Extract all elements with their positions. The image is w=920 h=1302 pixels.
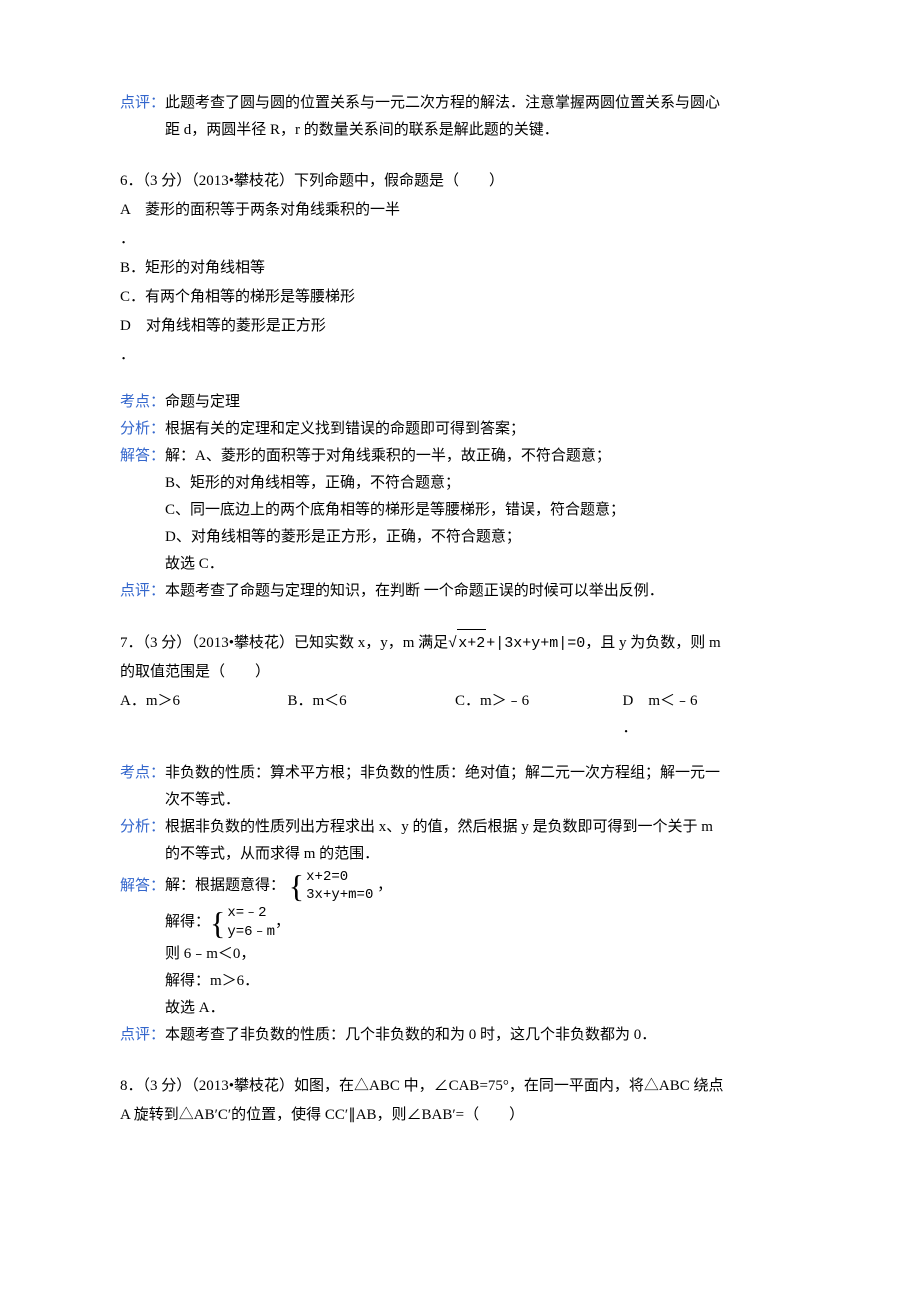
q7-sqrt-arg: x+2 bbox=[457, 629, 486, 657]
q7-fenxi-l1: 根据非负数的性质列出方程求出 x、y 的值，然后根据 y 是负数即可得到一个关于… bbox=[165, 814, 830, 841]
jieda-label-2: 解答： bbox=[120, 873, 165, 900]
q6-fenxi-row: 分析： 根据有关的定理和定义找到错误的命题即可得到答案； bbox=[120, 416, 830, 443]
fenxi-label-2: 分析： bbox=[120, 814, 165, 841]
q6-dianping-row: 点评： 本题考查了命题与定理的知识，在判断 一个命题正误的时候可以举出反例． bbox=[120, 578, 830, 605]
q6-optB: B．矩形的对角线相等 bbox=[120, 255, 830, 282]
kaodian-label: 考点： bbox=[120, 389, 165, 416]
q7-jieda-row: 解答： 解：根据题意得： { x+2=0 3x+y+m=0 ， bbox=[120, 868, 830, 904]
q6-optA-label: A bbox=[120, 202, 130, 218]
q6-header: 6．（3 分）（2013•攀枝花）下列命题中，假命题是（ ） bbox=[120, 168, 830, 195]
q7-block: 7．（3 分）（2013•攀枝花）已知实数 x，y，m 满足 x+2+|3x+y+… bbox=[120, 629, 830, 1049]
q7-jieda-l5: 故选 A． bbox=[120, 995, 830, 1022]
q5-dianping-text-2: 距 d，两圆半径 R，r 的数量关系间的联系是解此题的关键． bbox=[120, 117, 830, 144]
q7-comma1: ， bbox=[377, 878, 392, 894]
q7-kaodian-l1: 非负数的性质：算术平方根；非负数的性质：绝对值；解二元一次方程组；解一元一 bbox=[165, 760, 830, 787]
q7-header-p1: 7．（3 分）（2013•攀枝花）已知实数 x，y，m 满足 bbox=[120, 635, 448, 651]
q7-solve-pre: 解得： bbox=[165, 909, 210, 936]
q6-optA-text: 菱形的面积等于两条对角线乘积的一半 bbox=[145, 202, 400, 218]
q5-dianping-text-1: 此题考查了圆与圆的位置关系与一元二次方程的解法．注意掌握两圆位置关系与圆心 bbox=[165, 90, 830, 117]
q6-jieda-l1: 解：A、菱形的面积等于对角线乘积的一半，故正确，不符合题意； bbox=[165, 443, 830, 470]
q7-optC: C．m＞﹣6 bbox=[455, 688, 623, 742]
q7-header-p2: ，且 y 为负数，则 m bbox=[585, 635, 720, 651]
q7-jieda-eq2: 解得： { x=﹣2 y=6﹣m ， bbox=[120, 904, 830, 940]
q7-eq1-l1: x+2=0 bbox=[306, 868, 373, 886]
q6-jieda-l2: B、矩形的对角线相等，正确，不符合题意； bbox=[120, 470, 830, 497]
q6-jieda-l4: D、对角线相等的菱形是正方形，正确，不符合题意； bbox=[120, 524, 830, 551]
q7-optB: B．m＜6 bbox=[288, 688, 456, 742]
q6-optD-row: D 对角线相等的菱形是正方形 bbox=[120, 313, 830, 340]
q6-kaodian: 命题与定理 bbox=[165, 389, 830, 416]
dianping-label-3: 点评： bbox=[120, 1022, 165, 1049]
q7-options: A．m＞6 B．m＜6 C．m＞﹣6 D m＜﹣6 ． bbox=[120, 688, 830, 742]
jieda-label: 解答： bbox=[120, 443, 165, 470]
q6-jieda-l5: 故选 C． bbox=[120, 551, 830, 578]
q7-plus: + bbox=[486, 635, 495, 652]
q6-optC: C．有两个角相等的梯形是等腰梯形 bbox=[120, 284, 830, 311]
q7-abs: |3x+y+m| bbox=[495, 635, 567, 652]
q6-jieda-row: 解答： 解：A、菱形的面积等于对角线乘积的一半，故正确，不符合题意； bbox=[120, 443, 830, 470]
q7-optD-text: m＜﹣6 bbox=[648, 693, 697, 709]
q6-kaodian-row: 考点： 命题与定理 bbox=[120, 389, 830, 416]
brace-icon-2: { x=﹣2 y=6﹣m bbox=[210, 904, 275, 940]
q7-jieda-l3: 则 6﹣m＜0， bbox=[120, 941, 830, 968]
q7-optD-dot: ． bbox=[623, 715, 791, 742]
q7-fenxi-l2: 的不等式，从而求得 m 的范围． bbox=[120, 841, 830, 868]
kaodian-label-2: 考点： bbox=[120, 760, 165, 787]
q7-header-p3: 的取值范围是（ ） bbox=[120, 659, 830, 686]
sqrt-icon: x+2 bbox=[448, 629, 486, 657]
q6-jieda-l3: C、同一底边上的两个底角相等的梯形是等腰梯形，错误，符合题意； bbox=[120, 497, 830, 524]
q6-dianping: 本题考查了命题与定理的知识，在判断 一个命题正误的时候可以举出反例． bbox=[165, 578, 830, 605]
brace-icon: { x+2=0 3x+y+m=0 bbox=[289, 868, 374, 904]
q6-optD-text: 对角线相等的菱形是正方形 bbox=[146, 318, 326, 334]
q6-optD-label: D bbox=[120, 318, 131, 334]
q7-dianping-row: 点评： 本题考查了非负数的性质：几个非负数的和为 0 时，这几个非负数都为 0． bbox=[120, 1022, 830, 1049]
dianping-label: 点评： bbox=[120, 90, 165, 117]
q7-eq2-l1: x=﹣2 bbox=[227, 904, 275, 922]
q7-fenxi-row: 分析： 根据非负数的性质列出方程求出 x、y 的值，然后根据 y 是负数即可得到… bbox=[120, 814, 830, 841]
q6-block: 6．（3 分）（2013•攀枝花）下列命题中，假命题是（ ） A 菱形的面积等于… bbox=[120, 168, 830, 605]
q7-optA: A．m＞6 bbox=[120, 688, 288, 742]
q7-comma2: ， bbox=[275, 909, 290, 936]
q7-eq2-l2: y=6﹣m bbox=[227, 923, 275, 941]
q8-line1: 8．（3 分）（2013•攀枝花）如图，在△ABC 中，∠CAB=75°，在同一… bbox=[120, 1073, 830, 1100]
q6-optA-row: A 菱形的面积等于两条对角线乘积的一半 bbox=[120, 197, 830, 224]
q8-block: 8．（3 分）（2013•攀枝花）如图，在△ABC 中，∠CAB=75°，在同一… bbox=[120, 1073, 830, 1129]
q5-review: 点评： 此题考查了圆与圆的位置关系与一元二次方程的解法．注意掌握两圆位置关系与圆… bbox=[120, 90, 830, 144]
q7-eq1-l2: 3x+y+m=0 bbox=[306, 886, 373, 904]
q7-jieda-eq1: 解：根据题意得： { x+2=0 3x+y+m=0 ， bbox=[165, 868, 830, 904]
fenxi-label: 分析： bbox=[120, 416, 165, 443]
q7-dianping: 本题考查了非负数的性质：几个非负数的和为 0 时，这几个非负数都为 0． bbox=[165, 1022, 830, 1049]
q7-optD: D m＜﹣6 ． bbox=[623, 688, 791, 742]
q7-optD-label: D bbox=[623, 693, 634, 709]
q7-eq: =0 bbox=[567, 635, 585, 652]
q7-jieda-l4: 解得：m＞6． bbox=[120, 968, 830, 995]
q6-optD-dot: ． bbox=[120, 342, 830, 369]
q7-header: 7．（3 分）（2013•攀枝花）已知实数 x，y，m 满足 x+2+|3x+y+… bbox=[120, 629, 830, 657]
q8-line2: A 旋转到△AB′C′的位置，使得 CC′∥AB，则∠BAB′=（ ） bbox=[120, 1102, 830, 1129]
q5-dianping-row: 点评： 此题考查了圆与圆的位置关系与一元二次方程的解法．注意掌握两圆位置关系与圆… bbox=[120, 90, 830, 117]
q7-jieda-pre: 解：根据题意得： bbox=[165, 878, 285, 894]
q7-kaodian-l2: 次不等式． bbox=[120, 787, 830, 814]
q7-kaodian-row: 考点： 非负数的性质：算术平方根；非负数的性质：绝对值；解二元一次方程组；解一元… bbox=[120, 760, 830, 787]
dianping-label-2: 点评： bbox=[120, 578, 165, 605]
q6-optA-dot: ． bbox=[120, 226, 830, 253]
q6-fenxi: 根据有关的定理和定义找到错误的命题即可得到答案； bbox=[165, 416, 830, 443]
